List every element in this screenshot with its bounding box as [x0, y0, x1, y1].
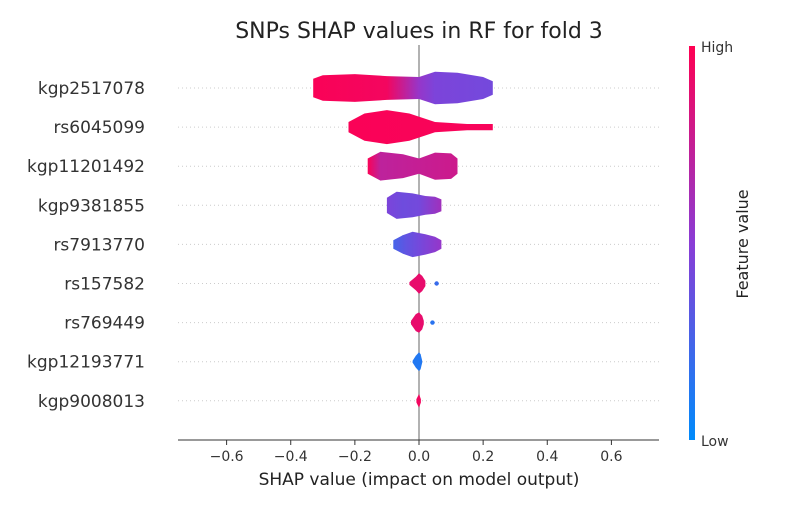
feature-labels: kgp2517078 rs6045099 kgp11201492 kgp9381855…	[27, 79, 145, 412]
x-ticks: −0.6 −0.4 −0.2 0.0 0.2 0.4 0.6	[210, 440, 623, 465]
x-axis-label: SHAP value (impact on model output)	[259, 470, 580, 490]
feature-label: rs769449	[64, 314, 145, 334]
colorbar	[689, 46, 695, 440]
violin-rs769449	[411, 312, 424, 333]
feature-label: kgp11201492	[27, 157, 145, 177]
x-tick-label: 0.0	[408, 449, 430, 465]
violin-kgp9381855	[386, 191, 442, 219]
x-tick-label: 0.2	[472, 449, 494, 465]
chart-title: SNPs SHAP values in RF for fold 3	[235, 19, 603, 44]
feature-label: kgp12193771	[27, 353, 145, 373]
x-tick-label: −0.6	[210, 449, 244, 465]
x-tick-label: 0.4	[536, 449, 558, 465]
violin-kgp11201492	[367, 151, 458, 181]
outlier-point	[434, 281, 439, 286]
feature-label: kgp9008013	[38, 392, 145, 412]
feature-label: kgp9381855	[38, 196, 145, 216]
violins	[313, 71, 493, 408]
x-tick-label: −0.2	[338, 449, 372, 465]
feature-label: kgp2517078	[38, 79, 145, 99]
colorbar-low-label: Low	[701, 434, 729, 450]
feature-label: rs6045099	[53, 118, 145, 138]
violin-rs6045099	[348, 110, 493, 145]
outlier-point	[430, 320, 435, 325]
violin-rs157582	[409, 273, 426, 294]
x-tick-label: 0.6	[600, 449, 622, 465]
colorbar-title: Feature value	[733, 189, 752, 298]
feature-label: rs157582	[64, 275, 145, 295]
feature-label: rs7913770	[53, 235, 145, 255]
violin-kgp2517078	[313, 71, 493, 105]
violin-kgp12193771	[412, 352, 423, 372]
colorbar-high-label: High	[701, 40, 733, 56]
violin-rs7913770	[393, 231, 442, 258]
violin-kgp9008013	[416, 394, 421, 408]
x-tick-label: −0.4	[274, 449, 308, 465]
